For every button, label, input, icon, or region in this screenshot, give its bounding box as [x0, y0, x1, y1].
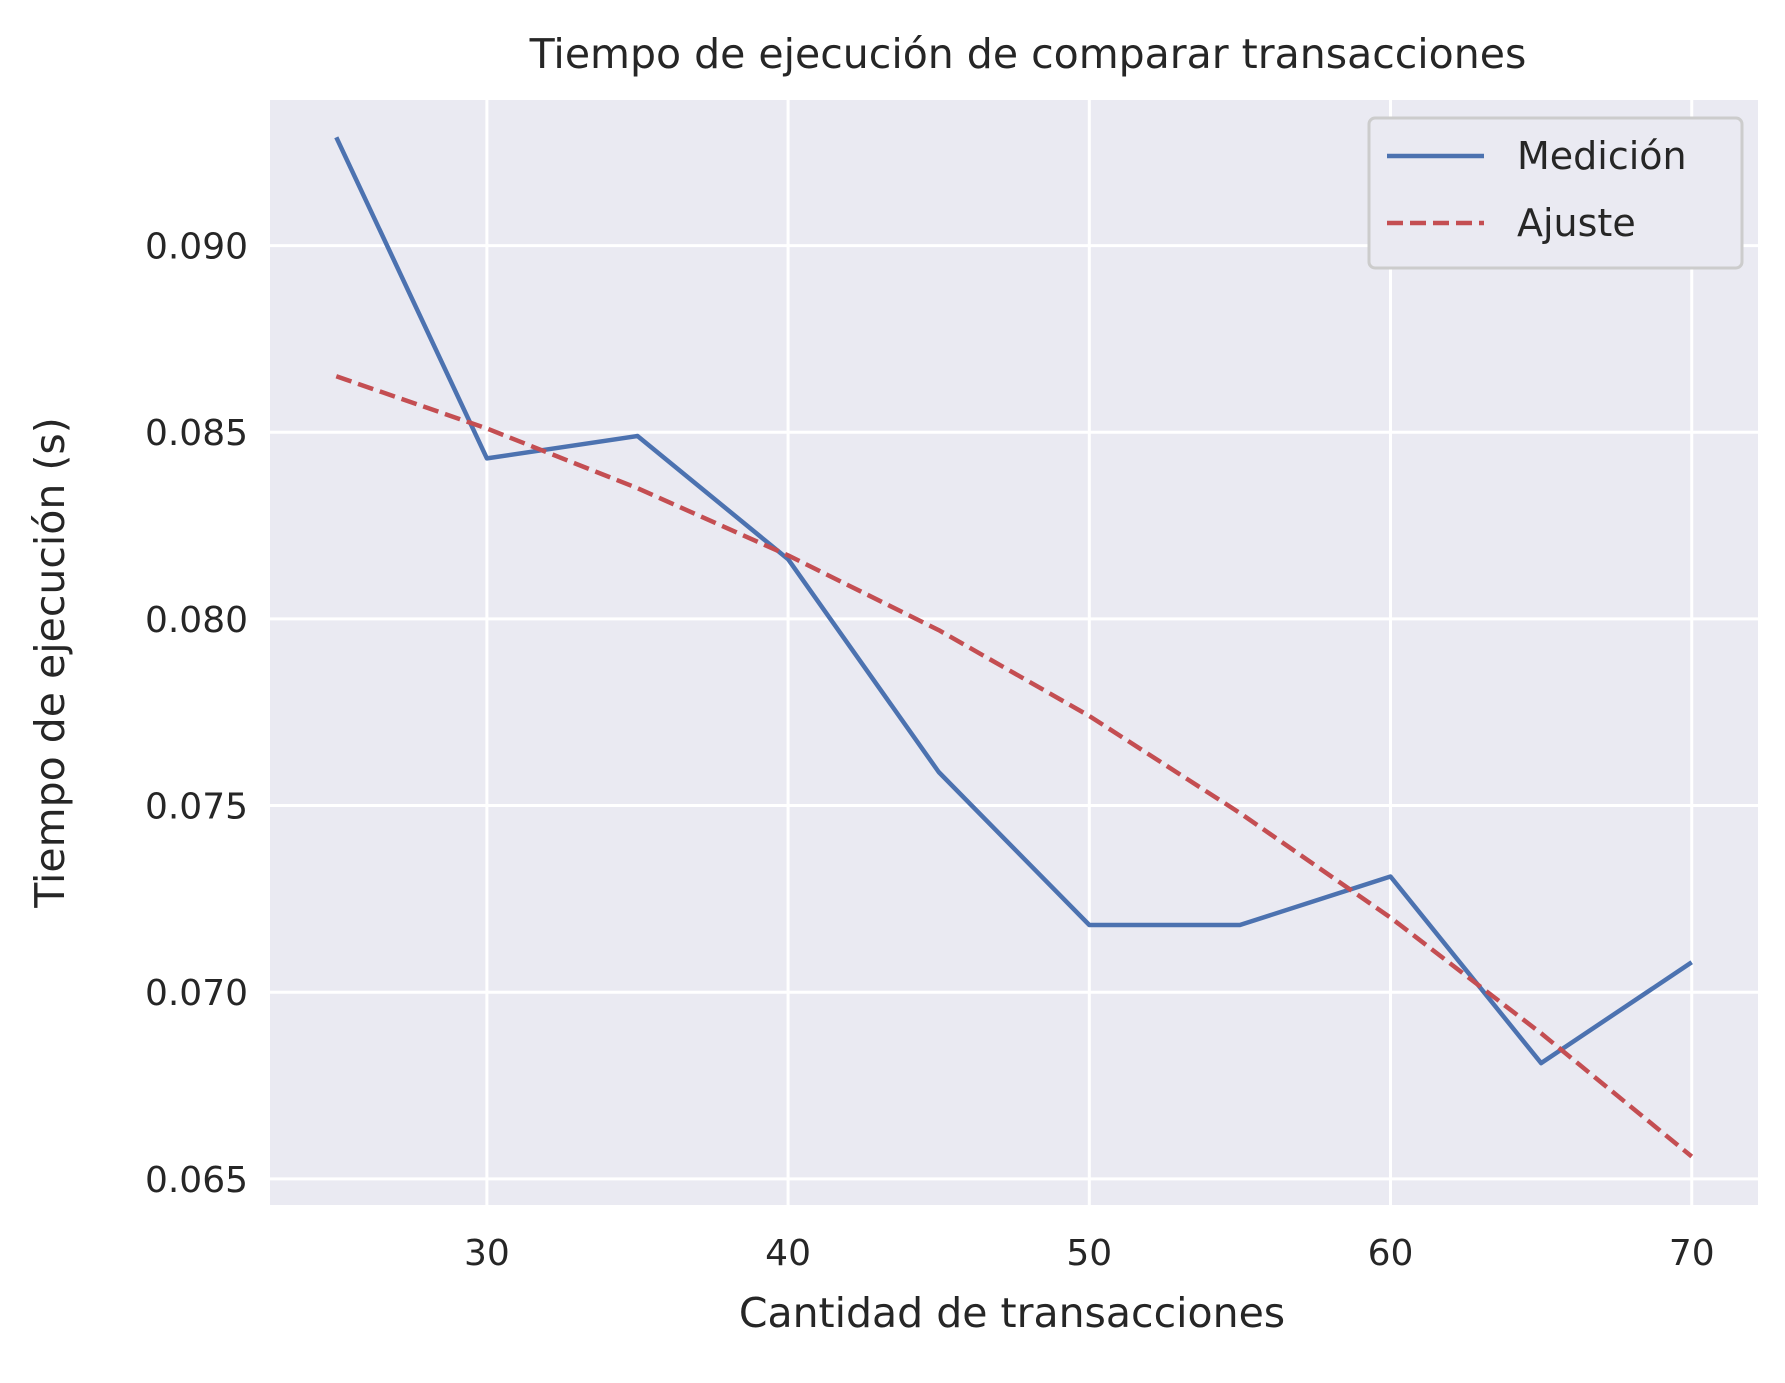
legend-label-ajuste: Ajuste — [1517, 201, 1636, 245]
y-tick-label: 0.085 — [145, 413, 248, 454]
series-line-ajuste — [335, 374, 1694, 1159]
y-axis-label: Tiempo de ejecución (s) — [26, 417, 74, 909]
x-tick-label: 40 — [765, 1233, 811, 1274]
y-tick-label: 0.065 — [145, 1160, 248, 1201]
y-tick-label: 0.090 — [145, 227, 248, 268]
x-axis-label: Cantidad de transacciones — [739, 1289, 1285, 1337]
series-layer — [334, 136, 1694, 1159]
x-tick-label: 70 — [1669, 1233, 1715, 1274]
y-tick-label: 0.070 — [145, 973, 248, 1014]
legend: Medición Ajuste — [1367, 116, 1744, 270]
y-axis-ticks: 0.065 0.070 0.075 0.080 0.085 0.090 — [145, 227, 248, 1201]
x-tick-label: 30 — [464, 1233, 510, 1274]
series-line-medicion — [334, 136, 1693, 1066]
y-tick-label: 0.075 — [145, 787, 248, 828]
chart-title: Tiempo de ejecución de comparar transacc… — [529, 30, 1527, 78]
x-tick-label: 60 — [1368, 1233, 1414, 1274]
plot-area — [270, 100, 1758, 1205]
y-tick-label: 0.080 — [145, 600, 248, 641]
legend-label-medicion: Medición — [1517, 134, 1687, 178]
x-axis-ticks: 30 40 50 60 70 — [464, 1233, 1715, 1274]
x-tick-label: 50 — [1066, 1233, 1112, 1274]
